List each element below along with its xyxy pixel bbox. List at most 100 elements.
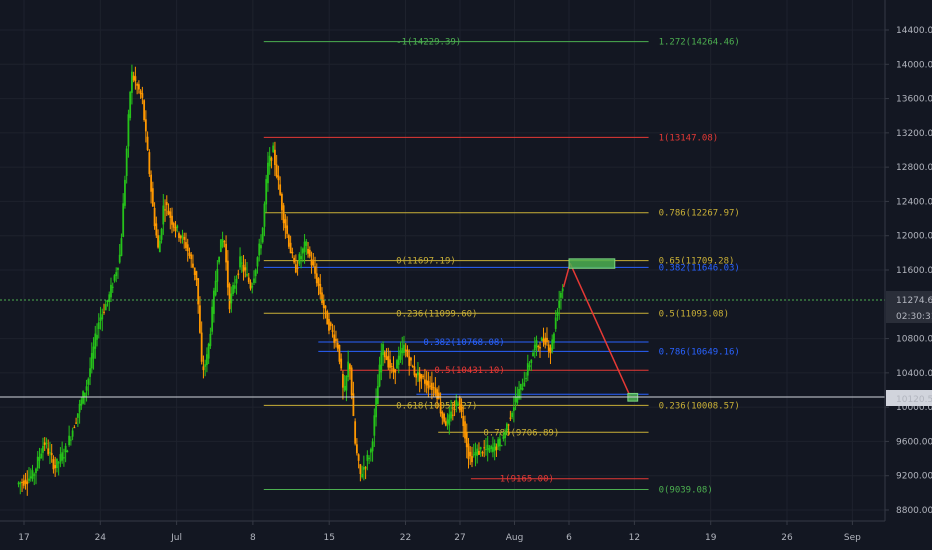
y-tick-label: 8800.00 <box>896 506 932 516</box>
candle-body <box>294 264 297 273</box>
candle-body <box>287 235 290 247</box>
x-tick-label: 6 <box>566 533 572 543</box>
candle-body <box>314 266 316 274</box>
candle-body <box>251 285 254 288</box>
candles <box>17 64 564 496</box>
x-tick-label: 27 <box>454 533 465 543</box>
candle-body <box>540 337 543 341</box>
candle-body <box>539 346 541 349</box>
candle-body <box>392 367 395 373</box>
candle-body <box>512 407 515 411</box>
candle-body <box>165 202 168 206</box>
candle-body <box>146 136 149 150</box>
y-tick-label: 14400.00 <box>896 26 932 36</box>
candle-body <box>516 396 519 404</box>
candle-body <box>347 361 350 378</box>
candle-body <box>261 227 264 243</box>
candle-body <box>157 235 159 248</box>
y-tick-label: 12000.00 <box>896 232 932 242</box>
price-axis[interactable]: 14400.00 14000.00 13600.00 13200.00 12800.00… <box>885 26 932 516</box>
candle-body <box>240 262 243 264</box>
candle-body <box>497 439 500 447</box>
candle-body <box>103 311 105 313</box>
candle-body <box>350 367 353 396</box>
candle-body <box>56 458 58 469</box>
candle-body <box>301 248 304 254</box>
candle-body <box>502 436 505 439</box>
candle-body <box>153 207 156 227</box>
candle-body <box>225 243 227 263</box>
candle-body <box>319 283 322 295</box>
candle-body <box>31 470 34 479</box>
candle-body <box>474 451 477 456</box>
x-tick-label: 24 <box>95 533 107 543</box>
candle-body <box>307 248 309 254</box>
candle-body <box>312 261 315 266</box>
candle-body <box>308 249 311 257</box>
x-tick-label: 26 <box>781 533 793 543</box>
x-tick-label: 19 <box>705 533 717 543</box>
candle-body <box>469 451 472 457</box>
candle-body <box>406 349 409 357</box>
candle-body <box>486 444 489 450</box>
candle-body <box>542 338 545 343</box>
candle-body <box>404 349 407 351</box>
candle-body <box>430 382 433 391</box>
candle-body <box>108 294 111 303</box>
candle-body <box>300 256 302 260</box>
candle-body <box>493 443 496 452</box>
x-tick-label: 22 <box>400 533 411 543</box>
candle-body <box>511 412 514 418</box>
candle-body <box>247 277 250 283</box>
candle-body <box>533 344 536 351</box>
y-tick-label: 12800.00 <box>896 163 932 173</box>
candle-body <box>237 273 240 276</box>
candle-body <box>544 337 547 345</box>
y-tick-label: 11600.00 <box>896 266 932 276</box>
fib-level-label-right: 0.382(11646.03) <box>659 263 740 273</box>
candle-body <box>131 71 133 93</box>
candle-body <box>139 90 142 95</box>
time-axis[interactable]: 17 24 Jul 8 15 22 27 Aug 6 12 19 26 Sep <box>18 521 861 543</box>
candle-body <box>451 414 454 416</box>
candle-body <box>22 480 25 486</box>
candle-body <box>204 364 207 367</box>
candle-body <box>560 292 562 298</box>
candle-body <box>303 241 306 253</box>
candle-body <box>150 174 152 192</box>
candle-body <box>505 423 508 431</box>
candle-body <box>390 365 393 367</box>
candle-body <box>280 193 283 211</box>
candle-body <box>174 227 177 232</box>
candle-body <box>357 454 360 461</box>
candle-body <box>136 83 139 86</box>
candle-body <box>383 352 386 358</box>
candle-body <box>415 373 418 378</box>
candle-body <box>260 245 262 249</box>
x-tick-label: Sep <box>844 533 861 543</box>
candle-body <box>267 162 269 184</box>
candle-body <box>284 219 287 229</box>
candle-body <box>36 456 39 469</box>
candle-body <box>328 318 330 331</box>
candle-body <box>546 337 548 343</box>
candle-body <box>209 333 212 347</box>
y-tick-label: 10400.00 <box>896 369 932 379</box>
candle-body <box>188 252 191 256</box>
candle-body <box>403 344 405 353</box>
candle-body <box>33 474 36 476</box>
candle-body <box>315 273 318 284</box>
current-price-text: 11274.66 <box>896 296 932 306</box>
candle-body <box>523 382 526 387</box>
candle-body <box>90 353 93 369</box>
x-tick-label: Aug <box>506 533 524 543</box>
candle-body <box>526 363 529 376</box>
fib-level-label-right: 0.5(11093.08) <box>659 309 729 319</box>
candle-body <box>144 119 147 132</box>
candle-body <box>324 305 327 309</box>
candle-body <box>104 304 107 311</box>
candle-body <box>518 388 520 399</box>
candle-body <box>498 438 501 447</box>
